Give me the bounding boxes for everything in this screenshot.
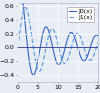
J1(x) <box>25 7 26 8</box>
Line: J1(x): J1(x) <box>18 7 98 71</box>
J0(x) <box>33 75 34 76</box>
J0(x) <box>97 35 99 37</box>
J0(x) <box>65 46 66 48</box>
J1(x) <box>32 40 33 41</box>
J0(x) <box>78 49 79 50</box>
J0(x) <box>32 73 33 74</box>
J0(x) <box>71 32 72 33</box>
J1(x) <box>78 33 79 34</box>
Line: J0(x): J0(x) <box>18 0 98 75</box>
J0(x) <box>54 54 55 56</box>
J1(x) <box>54 31 55 32</box>
J1(x) <box>97 42 99 43</box>
J0(x) <box>38 55 39 56</box>
J1(x) <box>17 47 19 48</box>
J1(x) <box>39 71 40 72</box>
J1(x) <box>38 70 39 72</box>
J1(x) <box>71 45 72 47</box>
J1(x) <box>65 63 66 64</box>
Legend: J0(x), J1(x): J0(x), J1(x) <box>67 7 94 22</box>
